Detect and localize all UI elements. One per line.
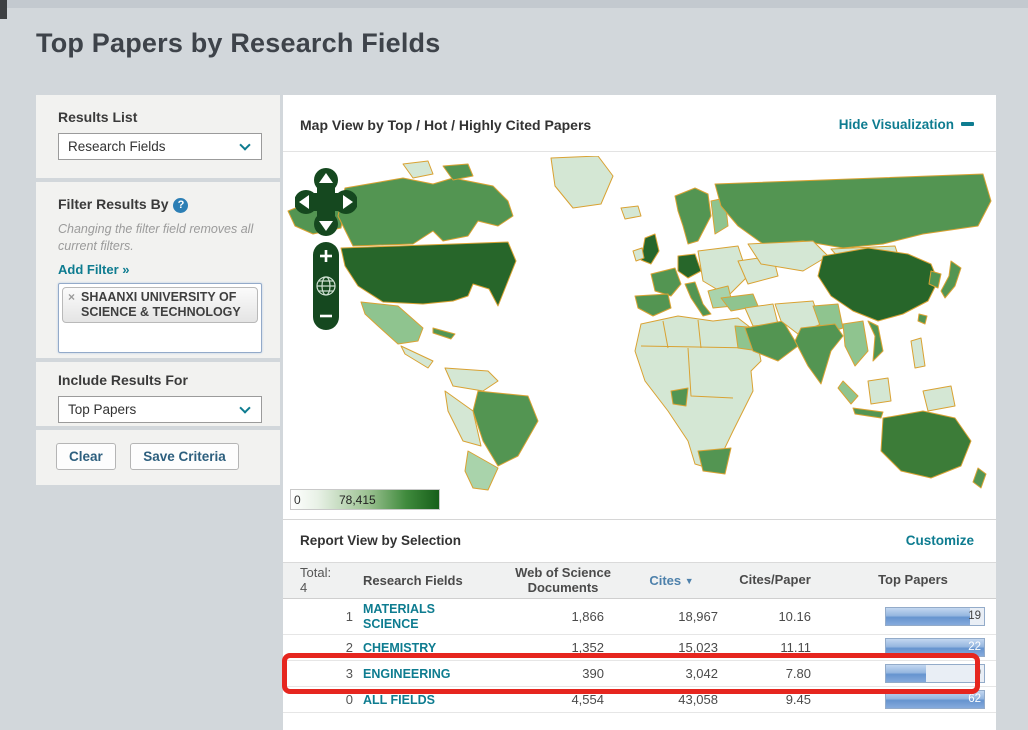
research-field-link[interactable]: MATERIALS SCIENCE [363,602,475,631]
scale-min-label: 0 [294,493,301,507]
save-criteria-button[interactable]: Save Criteria [130,443,239,470]
results-list-label: Results List [36,95,280,133]
table-row: 3ENGINEERING 3903,0427.80 9 [283,661,996,687]
row-top-papers-cell: 9 [813,664,996,683]
scale-max-label: 78,415 [339,493,376,507]
include-results-selected-value: Top Papers [59,397,261,417]
top-papers-value: 19 [968,610,981,622]
table-row: 0ALL FIELDS 4,55443,0589.45 62 [283,687,996,713]
clear-button[interactable]: Clear [56,443,116,470]
results-list-selected-value: Research Fields [59,134,261,154]
filter-label: Filter Results By? [36,182,280,221]
hide-visualization-label: Hide Visualization [839,117,954,132]
table-row: 1MATERIALS SCIENCE 1,86618,96710.16 19 [283,599,996,635]
filter-chip-label: SHAANXI UNIVERSITY OF SCIENCE & TECHNOLO… [81,290,241,319]
include-results-section: Include Results For Top Papers [36,362,280,426]
column-header-cites-per-paper: Cites/Paper [720,573,830,587]
row-field-cell: MATERIALS SCIENCE [363,602,518,631]
remove-filter-icon[interactable]: × [68,290,75,304]
add-filter-link[interactable]: Add Filter » [58,262,130,277]
top-papers-value: 22 [968,641,981,653]
research-field-link[interactable]: ALL FIELDS [363,693,435,707]
sort-descending-icon: ▼ [685,576,694,586]
row-wos-documents: 1,866 [518,609,606,624]
customize-link[interactable]: Customize [906,533,974,548]
row-wos-documents: 4,554 [518,692,606,707]
row-cites-per-paper: 9.45 [720,692,813,707]
row-rank: 2 [300,640,363,655]
top-strip [0,0,1028,8]
report-view-title: Report View by Selection [300,533,461,548]
hide-visualization-link[interactable]: Hide Visualization [839,117,974,132]
help-icon[interactable]: ? [173,198,188,213]
visualization-header: Map View by Top / Hot / Highly Cited Pap… [283,95,996,152]
row-rank: 0 [300,692,363,707]
row-rank: 3 [300,666,363,681]
app-page: Top Papers by Research Fields Results Li… [0,0,1028,730]
results-list-select[interactable]: Research Fields [58,133,262,160]
include-results-select[interactable]: Top Papers [58,396,262,423]
include-results-label: Include Results For [36,362,280,396]
research-field-link[interactable]: CHEMISTRY [363,641,436,655]
row-field-cell: ALL FIELDS [363,692,518,707]
map-region: 0 78,415 [283,152,996,520]
column-header-top-papers: Top Papers [830,573,996,587]
window-corner [0,0,7,19]
top-papers-bar-fill [886,665,926,682]
column-header-research-fields: Research Fields [363,573,503,588]
total-label: Total: [300,566,363,581]
top-papers-bar: 62 [885,690,985,709]
world-map[interactable] [283,156,996,491]
row-cites-per-paper: 10.16 [720,609,813,624]
minus-icon [961,122,974,126]
row-cites-per-paper: 11.11 [720,640,813,655]
research-field-link[interactable]: ENGINEERING [363,667,451,681]
column-header-wos-documents: Web of Science Documents [503,566,623,595]
row-field-cell: ENGINEERING [363,666,518,681]
report-header: Report View by Selection Customize [283,520,996,562]
map-color-scale: 0 78,415 [290,489,440,510]
row-top-papers-cell: 62 [813,690,996,709]
total-value: 4 [300,581,363,596]
report-rows: 1MATERIALS SCIENCE 1,86618,96710.16 19 2CHE… [283,599,996,713]
main-panel: Map View by Top / Hot / Highly Cited Pap… [283,95,996,730]
row-wos-documents: 1,352 [518,640,606,655]
filter-chip[interactable]: × SHAANXI UNIVERSITY OF SCIENCE & TECHNO… [62,287,258,323]
filter-note: Changing the filter field removes all cu… [36,221,280,261]
row-cites-per-paper: 7.80 [720,666,813,681]
row-rank: 1 [300,609,363,624]
top-papers-bar: 22 [885,638,985,657]
top-papers-value: 62 [968,693,981,705]
row-top-papers-cell: 19 [813,607,996,626]
row-cites: 3,042 [606,666,720,681]
top-papers-bar: 19 [885,607,985,626]
cites-label: Cites [649,573,681,588]
row-cites: 15,023 [606,640,720,655]
criteria-buttons-section: Clear Save Criteria [36,430,280,485]
map-view-title: Map View by Top / Hot / Highly Cited Pap… [300,117,591,133]
table-row: 2CHEMISTRY 1,35215,02311.11 22 [283,635,996,661]
filter-section: Filter Results By? Changing the filter f… [36,182,280,358]
filter-label-text: Filter Results By [58,196,168,212]
map-controls [295,166,357,336]
row-top-papers-cell: 22 [813,638,996,657]
row-wos-documents: 390 [518,666,606,681]
top-papers-bar: 9 [885,664,985,683]
filter-box[interactable]: × SHAANXI UNIVERSITY OF SCIENCE & TECHNO… [58,283,262,353]
row-cites: 18,967 [606,609,720,624]
top-papers-bar-fill [886,608,970,625]
table-header: Total: 4 Research Fields Web of Science … [283,562,996,599]
total-count: Total: 4 [300,566,363,596]
results-list-section: Results List Research Fields [36,95,280,178]
page-title: Top Papers by Research Fields [36,28,440,59]
row-cites: 43,058 [606,692,720,707]
top-papers-value: 9 [975,667,981,679]
column-header-cites-sort[interactable]: Cites ▼ [623,573,720,588]
row-field-cell: CHEMISTRY [363,640,518,655]
